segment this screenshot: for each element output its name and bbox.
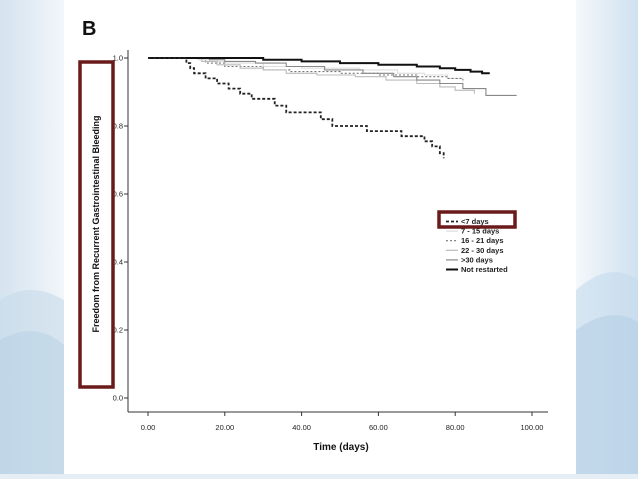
legend-label: Not restarted — [461, 265, 508, 274]
x-axis-title: Time (days) — [313, 442, 368, 453]
km-curve-3 — [148, 57, 475, 94]
x-tick-label: 80.00 — [446, 423, 465, 432]
x-tick-label: 0.00 — [141, 423, 156, 432]
y-tick-label: 1.0 — [113, 54, 123, 63]
legend-label: 7 - 15 days — [461, 227, 499, 236]
y-tick-label: 0.2 — [113, 326, 123, 335]
legend-label: 22 - 30 days — [461, 246, 504, 255]
x-tick-label: 40.00 — [292, 423, 311, 432]
km-curve-4 — [148, 57, 517, 96]
km-curve-5 — [148, 57, 490, 75]
legend-label: <7 days — [461, 217, 489, 226]
y-tick-label: 0.4 — [113, 258, 123, 267]
axes: 0.0 0.2 0.4 0.6 0.8 1.0 0.00 20.00 40.00 60.00 80.… — [113, 50, 548, 432]
y-tick-label: 0.0 — [113, 394, 123, 403]
x-tick-label: 20.00 — [215, 423, 234, 432]
panel-label: B — [82, 18, 97, 40]
x-tick-label: 100.00 — [521, 423, 544, 432]
y-tick-label: 0.6 — [113, 190, 123, 199]
series-layer — [148, 57, 517, 159]
y-axis-title: Freedom from Recurrent Gastrointestinal … — [91, 115, 101, 332]
ylabel-highlight-box — [78, 60, 115, 389]
km-curve-2 — [148, 57, 464, 81]
km-curve-1 — [148, 57, 464, 82]
y-tick-label: 0.8 — [113, 122, 123, 131]
legend-highlight-box — [437, 210, 517, 229]
x-tick-label: 60.00 — [369, 423, 388, 432]
legend-label: 16 - 21 days — [461, 236, 504, 245]
legend-label: >30 days — [461, 255, 493, 264]
km-curve-0 — [148, 57, 445, 159]
